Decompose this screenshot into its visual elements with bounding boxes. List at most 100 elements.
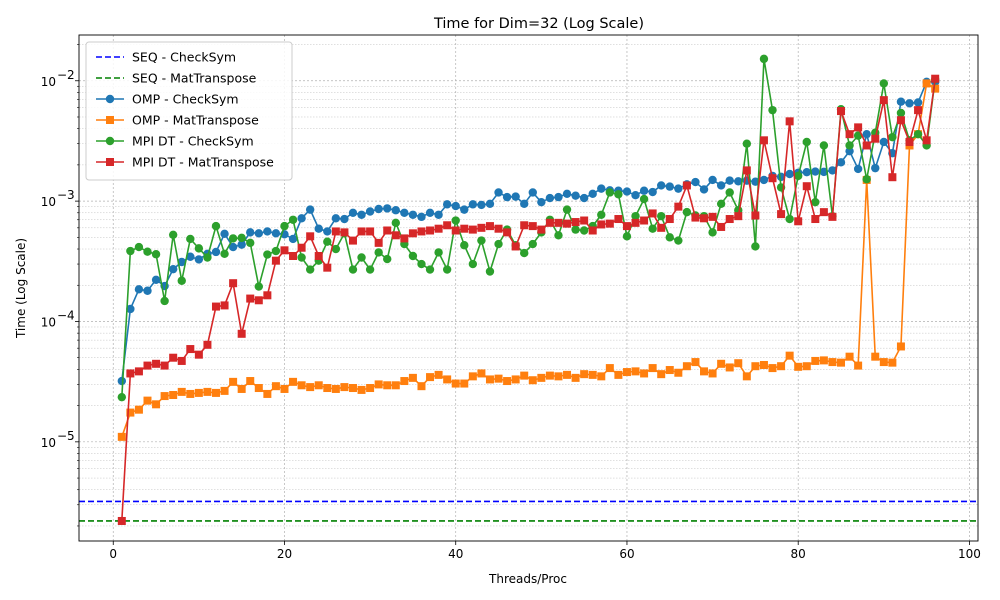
data-point [622, 232, 632, 241]
data-point [554, 192, 563, 202]
data-point [682, 207, 692, 217]
data-point [383, 254, 392, 264]
data-point [143, 286, 152, 295]
data-point [631, 218, 640, 227]
data-point [297, 253, 306, 262]
data-point [391, 206, 400, 215]
data-point [913, 98, 923, 107]
data-point [759, 54, 769, 64]
data-point [211, 247, 221, 257]
x-tick-label: 100 [958, 547, 981, 561]
reference-lines [79, 500, 978, 522]
legend-label: SEQ - MatTranspose [132, 71, 257, 86]
data-point [734, 212, 743, 221]
data-point [408, 251, 418, 261]
data-point [494, 374, 503, 383]
data-point [237, 329, 246, 338]
data-point [888, 132, 897, 142]
data-point [614, 370, 623, 379]
data-point [759, 175, 769, 185]
data-point [143, 396, 152, 405]
data-point [348, 265, 358, 274]
data-point [383, 381, 392, 390]
data-point [768, 174, 777, 183]
data-point [725, 215, 734, 224]
data-point [648, 224, 657, 233]
data-point [365, 207, 375, 216]
data-point [588, 189, 597, 199]
data-point [545, 371, 554, 380]
data-point [254, 296, 263, 305]
data-point [862, 129, 871, 139]
data-point [717, 222, 726, 231]
data-point [168, 264, 178, 274]
data-point [323, 384, 332, 393]
data-point [237, 240, 246, 249]
data-point [571, 373, 580, 382]
legend-item: OMP - MatTranspose [96, 113, 259, 128]
data-point [177, 276, 186, 285]
data-point [357, 253, 366, 262]
data-point [460, 205, 469, 214]
legend-box [85, 41, 293, 181]
data-point [802, 137, 811, 147]
legend-item: OMP - CheckSym [96, 92, 239, 107]
y-axis-label: Time (Log Scale) [14, 238, 28, 339]
data-point [374, 380, 383, 389]
data-point [383, 226, 392, 235]
data-point [186, 345, 195, 354]
data-point [802, 167, 811, 177]
data-point [802, 362, 811, 371]
data-point [785, 117, 794, 126]
data-point [237, 233, 246, 243]
data-point [485, 267, 495, 276]
data-point [794, 362, 803, 371]
data-point [931, 74, 940, 83]
data-point [725, 363, 734, 372]
data-point [922, 136, 931, 145]
data-point [357, 385, 366, 394]
data-point [280, 221, 289, 231]
data-point [340, 214, 349, 224]
data-point [451, 216, 460, 225]
data-point [468, 200, 478, 209]
legend-label: OMP - CheckSym [132, 92, 239, 107]
chart-title: Time for Dim=32 (Log Scale) [433, 16, 644, 32]
data-point [657, 223, 666, 232]
series-line [121, 58, 936, 398]
data-point [220, 301, 229, 310]
y-tick-label: 10 [41, 75, 56, 89]
data-point [348, 236, 357, 245]
data-point [674, 368, 683, 377]
data-point [631, 367, 640, 376]
data-point [391, 231, 400, 240]
data-point [460, 379, 469, 388]
data-point [408, 210, 418, 219]
data-point [597, 372, 606, 381]
data-point [622, 368, 631, 377]
data-point [631, 211, 640, 221]
data-point [211, 302, 220, 311]
data-point [211, 221, 221, 231]
data-point [554, 231, 563, 240]
data-point [665, 233, 674, 242]
data-point [366, 227, 375, 236]
data-point [220, 229, 229, 239]
data-point [845, 141, 854, 150]
data-point [168, 230, 178, 240]
data-point [819, 141, 829, 150]
data-point [819, 167, 829, 177]
y-axis: 10−510−410−310−2 [41, 44, 79, 527]
data-point [562, 205, 572, 214]
data-point [143, 361, 152, 370]
data-point [734, 359, 743, 368]
data-point [511, 242, 520, 251]
data-point [631, 190, 640, 200]
data-point [896, 108, 906, 118]
data-point [160, 296, 169, 306]
data-point [562, 189, 572, 199]
y-tick-exponent: −3 [57, 188, 75, 202]
data-point [511, 375, 520, 384]
data-point [426, 226, 435, 235]
data-point [400, 234, 409, 243]
